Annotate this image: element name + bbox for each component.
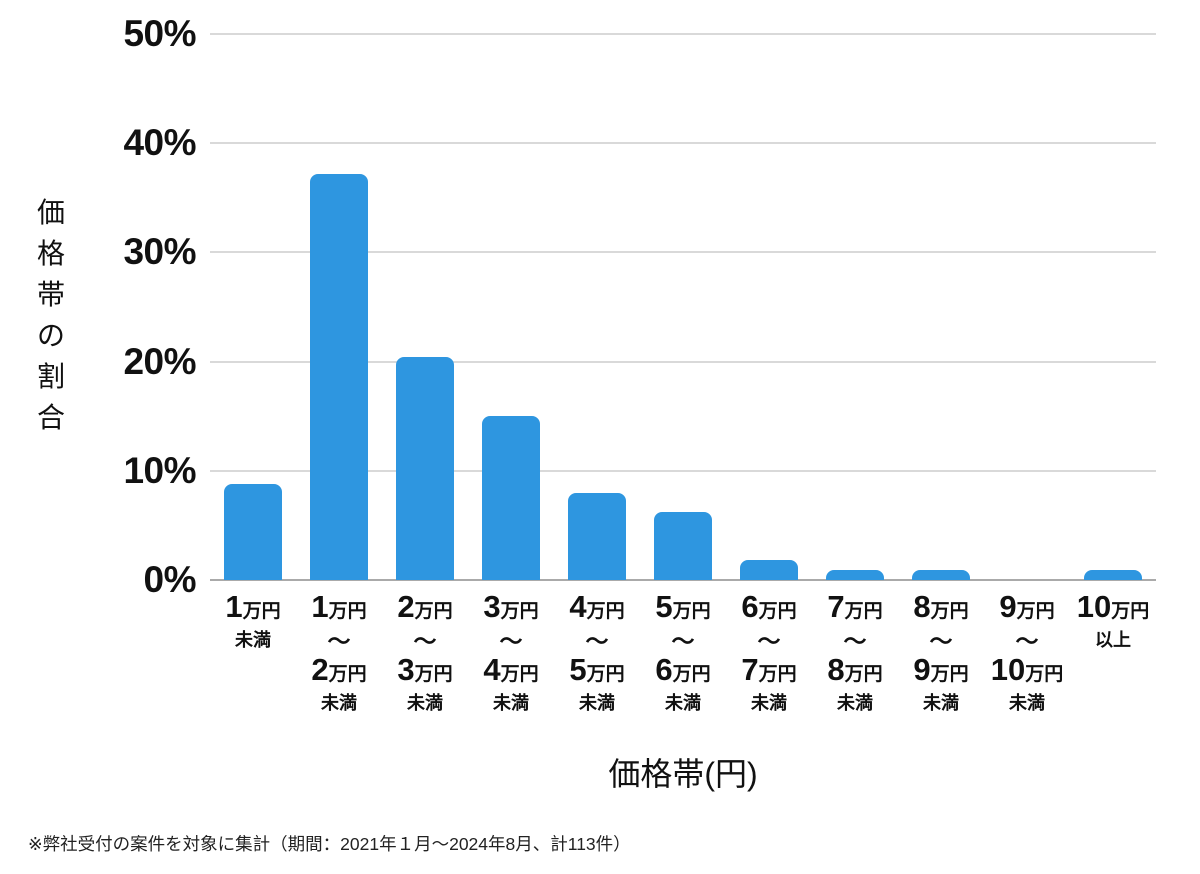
- y-tick-label-50%: 50%: [123, 13, 196, 54]
- bar-3万円〜4万円未満: [482, 416, 540, 580]
- bar-1万円未満: [224, 483, 282, 580]
- bar-slot-11: [1070, 34, 1156, 580]
- gridline-30%: [210, 251, 1156, 254]
- bar-slot-6: [640, 34, 726, 580]
- y-axis-title: 価格帯の割合: [36, 197, 65, 433]
- gridline-50%: [210, 33, 1156, 35]
- y-tick-label-20%: 20%: [123, 340, 196, 382]
- bar-slot-7: [726, 34, 812, 580]
- x-tick-label-2: 1万円〜 2万円 未満: [311, 589, 367, 713]
- bar-10万円以上: [1084, 570, 1142, 580]
- x-tick-label-9: 8万円〜 9万円 未満: [913, 589, 969, 713]
- bar-slot-5: [554, 34, 640, 580]
- x-tick-label-5: 4万円〜 5万円 未満: [569, 589, 625, 713]
- bar-slot-1: [210, 34, 296, 580]
- bar-slot-4: [468, 34, 554, 580]
- y-tick-label-0%: 0%: [143, 559, 197, 600]
- x-tick-label-11: 10万円 以上: [1076, 589, 1150, 650]
- bar-1万円〜2万円未満: [310, 173, 368, 580]
- x-tick-label-1: 1万円 未満: [225, 589, 281, 650]
- x-tick-label-6: 5万円〜 6万円 未満: [655, 589, 711, 713]
- bar-5万円〜6万円未満: [654, 512, 712, 580]
- x-axis-title: 価格帯(円): [608, 756, 758, 792]
- bar-slot-10: [984, 34, 1070, 580]
- bar-6万円〜7万円未満: [740, 560, 798, 580]
- plot-area: 50% 40% 30% 20% 10% 0%: [123, 13, 1156, 600]
- gridline-40%: [210, 142, 1156, 145]
- gridline-0%: [210, 579, 1156, 581]
- bar-slot-2: [296, 34, 382, 580]
- gridline-10%: [210, 469, 1156, 472]
- bar-slot-8: [812, 34, 898, 580]
- x-tick-label-10: 9万円〜 10万円 未満: [990, 589, 1064, 713]
- y-tick-label-10%: 10%: [123, 449, 196, 491]
- x-tick-label-7: 6万円〜 7万円 未満: [741, 589, 797, 713]
- x-axis-labels: 1万円 未満 1万円〜 2万円 未満 2万円〜 3万円 未満 3万円〜 4万円 未満 4万円〜 5万円未…: [210, 589, 1156, 716]
- y-tick-label-30%: 30%: [123, 231, 196, 273]
- x-tick-label-8: 7万円〜 8万円 未満: [827, 589, 883, 713]
- bar-slot-3: [382, 34, 468, 580]
- bars-container: [210, 34, 1156, 580]
- footnote: ※弊社受付の案件を対象に集計（期間：2021年１月～2024年8月、計113件）: [28, 834, 631, 854]
- bar-7万円〜8万円未満: [826, 570, 884, 580]
- gridline-20%: [210, 360, 1156, 363]
- bar-2万円〜3万円未満: [396, 357, 454, 580]
- x-tick-label-3: 2万円〜 3万円 未満: [397, 589, 453, 713]
- bar-8万円〜9万円未満: [912, 570, 970, 580]
- bar-4万円〜5万円未満: [568, 492, 626, 580]
- bar-slot-9: [898, 34, 984, 580]
- x-tick-label-4: 3万円〜 4万円 未満: [483, 589, 539, 713]
- y-tick-label-40%: 40%: [123, 122, 196, 164]
